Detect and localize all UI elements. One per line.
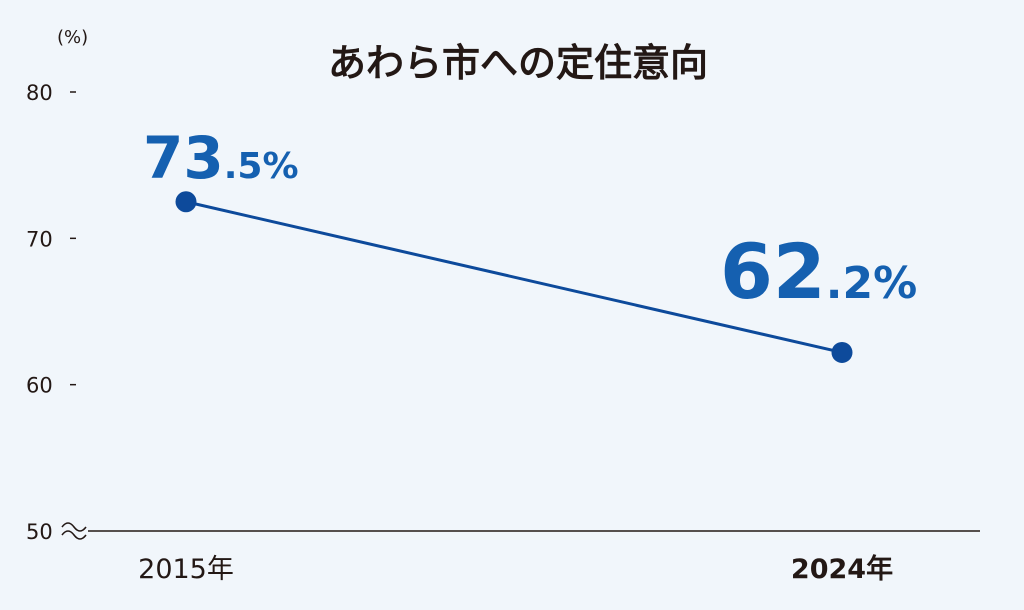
y-axis: 80 70 60 50 [26, 81, 76, 544]
axis-break-icon [61, 522, 87, 540]
y-tick-label: 80 [26, 81, 53, 105]
series-layer [175, 191, 853, 363]
x-axis: 2015年 2024年 [61, 522, 980, 585]
data-label: 73.5% [143, 124, 299, 192]
x-tick-label: 2015年 [138, 554, 234, 585]
data-label-fraction: .2% [826, 258, 917, 309]
chart-title: あわら市への定住意向 [328, 41, 708, 85]
data-point [175, 191, 197, 213]
y-axis-unit-label: (%) [57, 27, 88, 48]
x-tick-label: 2024年 [791, 553, 893, 585]
y-tick-label: 50 [26, 520, 53, 544]
y-tick-label: 70 [26, 227, 53, 251]
data-label-whole: 73 [143, 124, 224, 192]
data-label-fraction: .5% [224, 146, 299, 187]
data-point [831, 341, 853, 363]
data-labels-layer: 73.5% 62.2% [143, 124, 917, 316]
data-label-whole: 62 [720, 227, 826, 316]
data-label: 62.2% [720, 227, 917, 316]
series-line [185, 200, 843, 354]
y-tick-label: 60 [26, 374, 53, 398]
